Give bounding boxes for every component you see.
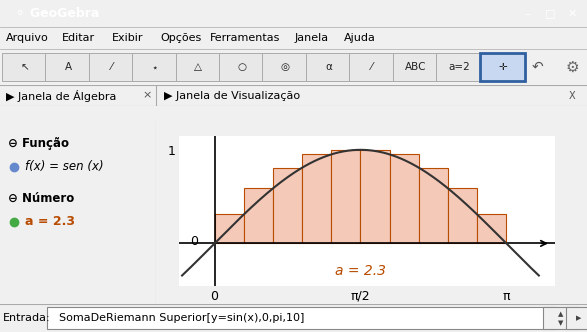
- Text: X: X: [569, 91, 576, 101]
- Text: Ferramentas: Ferramentas: [210, 33, 281, 43]
- Text: ◎: ◎: [281, 62, 290, 72]
- Text: Entrada:: Entrada:: [3, 313, 50, 323]
- Text: ✕: ✕: [568, 9, 577, 19]
- Text: –: –: [525, 9, 531, 19]
- Text: ⋆: ⋆: [151, 62, 158, 72]
- Text: ▼: ▼: [558, 320, 564, 327]
- Bar: [448, 188, 477, 243]
- Text: ⁄: ⁄: [111, 62, 112, 72]
- FancyBboxPatch shape: [45, 53, 91, 81]
- Text: ↶: ↶: [532, 60, 544, 74]
- Text: ▶ Janela de Visualização: ▶ Janela de Visualização: [164, 91, 301, 101]
- Bar: [390, 154, 419, 243]
- Text: Ajuda: Ajuda: [344, 33, 376, 43]
- Text: ⊖ Função: ⊖ Função: [8, 136, 69, 150]
- FancyBboxPatch shape: [306, 53, 352, 81]
- Text: ↖: ↖: [21, 62, 29, 72]
- Text: SomaDeRiemann Superior[y=sin(x),0,pi,10]: SomaDeRiemann Superior[y=sin(x),0,pi,10]: [59, 313, 304, 323]
- FancyBboxPatch shape: [89, 53, 134, 81]
- Bar: [419, 168, 448, 243]
- Text: α: α: [325, 62, 332, 72]
- Text: ○: ○: [237, 62, 247, 72]
- Text: a = 2.3: a = 2.3: [25, 215, 75, 228]
- FancyBboxPatch shape: [543, 307, 578, 329]
- FancyBboxPatch shape: [436, 53, 482, 81]
- Text: ▶: ▶: [575, 315, 581, 321]
- Bar: [360, 150, 390, 243]
- Bar: [302, 154, 331, 243]
- Bar: [244, 188, 273, 243]
- FancyBboxPatch shape: [219, 53, 265, 81]
- Text: f(x) = sen (x): f(x) = sen (x): [25, 160, 103, 173]
- Text: a=2: a=2: [448, 62, 470, 72]
- FancyBboxPatch shape: [262, 53, 308, 81]
- Bar: [477, 214, 507, 243]
- FancyBboxPatch shape: [480, 53, 525, 81]
- Text: Opções: Opções: [161, 33, 202, 43]
- Text: □: □: [545, 9, 555, 19]
- Bar: [273, 168, 302, 243]
- Text: ⊖ Número: ⊖ Número: [8, 191, 74, 205]
- FancyBboxPatch shape: [393, 53, 438, 81]
- FancyBboxPatch shape: [47, 307, 555, 329]
- Text: ×: ×: [142, 91, 151, 101]
- Text: Exibir: Exibir: [112, 33, 143, 43]
- Bar: [331, 150, 360, 243]
- Text: Janela: Janela: [295, 33, 329, 43]
- Text: Editar: Editar: [62, 33, 95, 43]
- Text: ⚙: ⚙: [565, 59, 579, 75]
- Text: A: A: [65, 62, 72, 72]
- Text: 0: 0: [190, 235, 198, 248]
- FancyBboxPatch shape: [132, 53, 178, 81]
- FancyBboxPatch shape: [176, 53, 221, 81]
- Text: △: △: [194, 62, 203, 72]
- Text: ⁄: ⁄: [372, 62, 373, 72]
- FancyBboxPatch shape: [2, 53, 48, 81]
- Text: ⚬ GeoGebra: ⚬ GeoGebra: [15, 7, 99, 20]
- FancyBboxPatch shape: [566, 307, 587, 329]
- Text: Arquivo: Arquivo: [6, 33, 49, 43]
- Text: a = 2.3: a = 2.3: [335, 265, 386, 279]
- FancyBboxPatch shape: [349, 53, 395, 81]
- Text: ▶ Janela de Álgebra: ▶ Janela de Álgebra: [6, 90, 116, 102]
- Text: ✛: ✛: [498, 62, 507, 72]
- Text: ▲: ▲: [558, 311, 564, 317]
- Text: ABC: ABC: [405, 62, 426, 72]
- Bar: [215, 214, 244, 243]
